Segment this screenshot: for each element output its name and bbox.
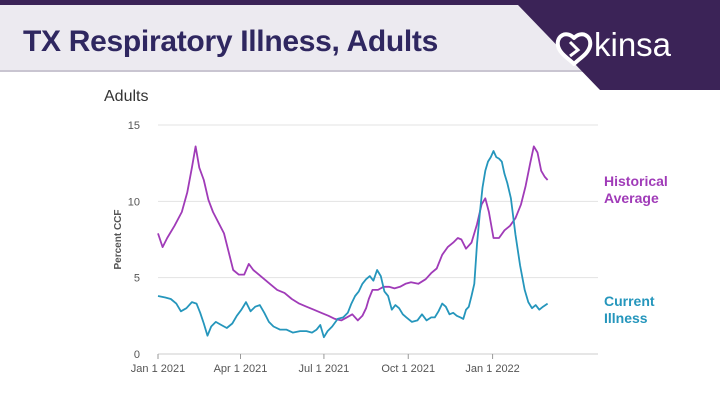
chart-title: Adults [104, 88, 149, 105]
y-axis-label: Percent CCF [113, 209, 124, 269]
kinsa-heart-icon [555, 32, 593, 66]
historical-average-line [157, 145, 549, 322]
x-tick-label-3: Oct 1 2021 [381, 363, 435, 375]
page-title: TX Respiratory Illness, Adults [23, 25, 438, 58]
legend-current-line1: Current [604, 293, 655, 309]
top-accent-bar [0, 0, 720, 5]
legend-historical-line1: Historical [604, 173, 668, 189]
title-banner: TX Respiratory Illness, Adults [0, 5, 600, 72]
x-tick-label-4: Jan 1 2022 [465, 363, 519, 375]
brand-panel: kinsa [518, 5, 720, 90]
x-tick-label-0: Jan 1 2021 [131, 363, 185, 375]
y-tick-label-15: 15 [128, 120, 140, 132]
y-tick-label-5: 5 [134, 273, 140, 285]
legend-historical-line2: Average [604, 190, 659, 206]
x-tick-label-1: Apr 1 2021 [214, 363, 268, 375]
y-tick-label-10: 10 [128, 196, 140, 208]
legend-historical: Historical Average [604, 173, 714, 207]
current-illness-line [157, 150, 549, 339]
brand-logo: kinsa [594, 26, 672, 63]
y-tick-label-0: 0 [134, 349, 140, 361]
brand-background [518, 5, 720, 90]
legend-current: Current Illness [604, 293, 714, 327]
legend-current-line2: Illness [604, 310, 648, 326]
x-tick-label-2: Jul 1 2021 [299, 363, 350, 375]
